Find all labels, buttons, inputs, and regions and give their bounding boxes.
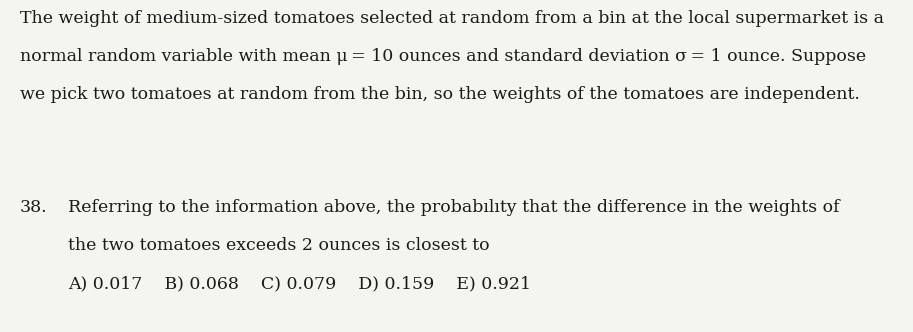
Text: normal random variable with mean μ = 10 ounces and standard deviation σ = 1 ounc: normal random variable with mean μ = 10 … — [20, 48, 866, 65]
Text: A) 0.017    B) 0.068    C) 0.079    D) 0.159    E) 0.921: A) 0.017 B) 0.068 C) 0.079 D) 0.159 E) 0… — [68, 276, 531, 292]
Text: Referring to the information above, the probabılıty that the difference in the w: Referring to the information above, the … — [68, 199, 840, 216]
Text: 38.: 38. — [20, 199, 47, 216]
Text: The weight of medium-sized tomatoes selected at random from a bin at the local s: The weight of medium-sized tomatoes sele… — [20, 10, 884, 27]
Text: the two tomatoes exceeds 2 ounces is closest to: the two tomatoes exceeds 2 ounces is clo… — [68, 237, 490, 254]
Text: we pick two tomatoes at random from the bin, so the weights of the tomatoes are : we pick two tomatoes at random from the … — [20, 86, 860, 103]
